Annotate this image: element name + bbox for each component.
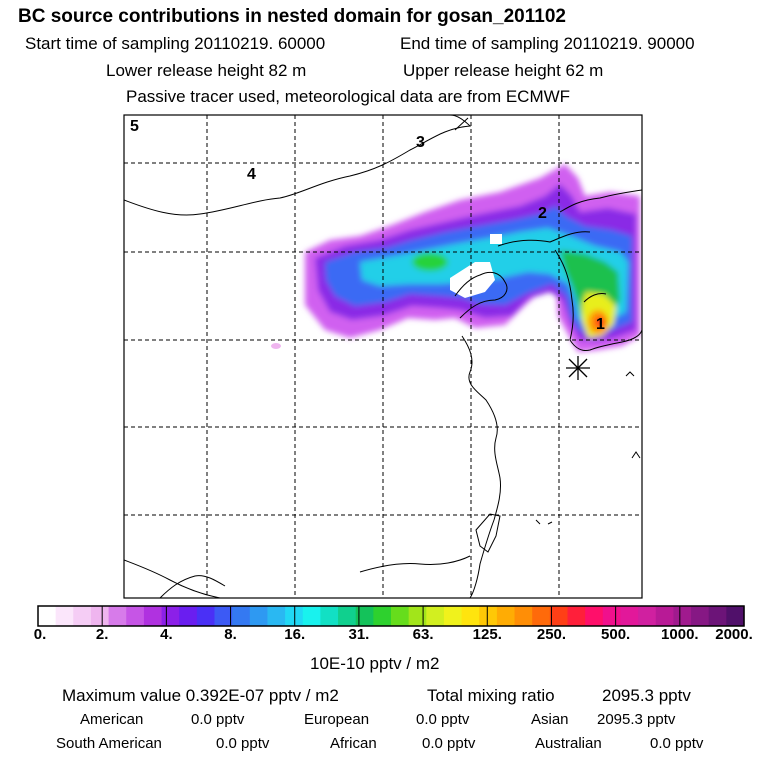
colorbar-tick-label: 63. [412, 626, 434, 643]
colorbar-swatch [161, 606, 180, 626]
end-time-label: End time of sampling 20110219. 90000 [400, 34, 695, 53]
receptor-asterisk-icon [566, 356, 590, 380]
map-title: BC source contributions in nested domain… [18, 6, 566, 27]
region-label-1: 1 [596, 316, 605, 333]
region-american-value: 0.0 pptv [191, 711, 245, 728]
colorbar-swatch [196, 606, 216, 626]
region-label-4: 4 [247, 166, 256, 183]
colorbar-swatch [479, 606, 498, 626]
region-american-label: American [80, 711, 144, 728]
region-south-american-value: 0.0 pptv [216, 735, 270, 752]
colorbar-swatch [338, 606, 357, 626]
colorbar-swatch [461, 606, 480, 626]
colorbar-tick-label: 8. [224, 626, 237, 643]
region-asian-value: 2095.3 pptv [597, 711, 676, 728]
colorbar-swatch [302, 606, 321, 626]
colorbar-swatch [143, 606, 163, 626]
colorbar-swatch [55, 606, 74, 626]
region-asian-label: Asian [531, 711, 569, 728]
colorbar-swatch [267, 606, 286, 626]
region-label-5: 5 [130, 118, 139, 135]
colorbar-swatch [179, 606, 198, 626]
colorbar-swatch [38, 606, 57, 626]
colorbar-swatch [602, 606, 622, 626]
upper-release-label: Upper release height 62 m [403, 61, 604, 80]
region-label-3: 3 [416, 134, 425, 151]
start-time-label: Start time of sampling 20110219. 60000 [25, 34, 326, 53]
colorbar-swatch [496, 606, 516, 626]
tracer-label: Passive tracer used, meteorological data… [126, 87, 571, 106]
colorbar-swatch [232, 606, 251, 626]
colorbar-swatch [426, 606, 445, 626]
colorbar-tick-label: 2. [95, 626, 109, 643]
max-value-label: Maximum value 0.392E-07 pptv / m2 [62, 686, 339, 705]
region-european-label: European [304, 711, 370, 728]
colorbar-swatch [708, 606, 727, 626]
region-australian-label: Australian [535, 735, 602, 752]
colorbar-swatch [355, 606, 374, 626]
colorbar-swatch [532, 606, 551, 626]
colorbar-swatch [549, 606, 569, 626]
plume-gap [450, 262, 495, 298]
colorbar-swatch [285, 606, 304, 626]
colorbar-swatch [90, 606, 110, 626]
colorbar-swatch [691, 606, 710, 626]
colorbar-swatch [214, 606, 233, 626]
region-african-label: African [330, 735, 377, 752]
colorbar-swatch [514, 606, 533, 626]
colorbar-swatch [585, 606, 604, 626]
colorbar-frame [37, 605, 745, 627]
colorbar-tick-label: 31. [348, 626, 370, 643]
colorbar-tick-label: 0. [33, 626, 47, 643]
plume-lavender-speck [271, 343, 281, 349]
coastlines [124, 115, 642, 598]
colorbar-swatch [726, 606, 745, 626]
colorbar-unit-label: 10E-10 pptv / m2 [310, 654, 440, 673]
graticule [124, 115, 642, 598]
colorbar [38, 606, 745, 626]
colorbar-swatch [73, 606, 92, 626]
plume-red-core [595, 316, 605, 328]
colorbar-swatch [391, 606, 410, 626]
colorbar-tick-label: 4. [160, 626, 173, 643]
lower-release-label: Lower release height 82 m [106, 61, 307, 80]
colorbar-swatch [443, 606, 463, 626]
colorbar-tick-label: 16. [284, 626, 306, 643]
total-mixing-label: Total mixing ratio [427, 686, 555, 705]
colorbar-swatch [408, 606, 427, 626]
colorbar-swatch [249, 606, 269, 626]
colorbar-swatch [655, 606, 674, 626]
colorbar-tick-label: 250. [536, 626, 567, 643]
region-south-american-label: South American [56, 735, 162, 752]
map-frame [123, 114, 643, 599]
colorbar-tick-label: 2000. [715, 626, 753, 643]
colorbar-swatch [673, 606, 692, 626]
colorbar-tick-label: 500. [601, 626, 631, 643]
colorbar-tick-label: 125. [472, 626, 502, 643]
plume-gap-small [490, 234, 502, 244]
colorbar-swatch [320, 606, 339, 626]
region-african-value: 0.0 pptv [422, 735, 476, 752]
colorbar-swatch [126, 606, 145, 626]
region-australian-value: 0.0 pptv [650, 735, 704, 752]
colorbar-swatch [567, 606, 586, 626]
colorbar-tick-label: 1000. [661, 626, 699, 643]
region-label-2: 2 [538, 205, 547, 222]
colorbar-swatch [108, 606, 127, 626]
plume-field [305, 164, 640, 352]
region-european-value: 0.0 pptv [416, 711, 470, 728]
colorbar-swatch [373, 606, 392, 626]
colorbar-swatch [620, 606, 639, 626]
total-mixing-value: 2095.3 pptv [602, 686, 691, 705]
colorbar-swatch [638, 606, 657, 626]
plume-green-west [412, 253, 448, 271]
